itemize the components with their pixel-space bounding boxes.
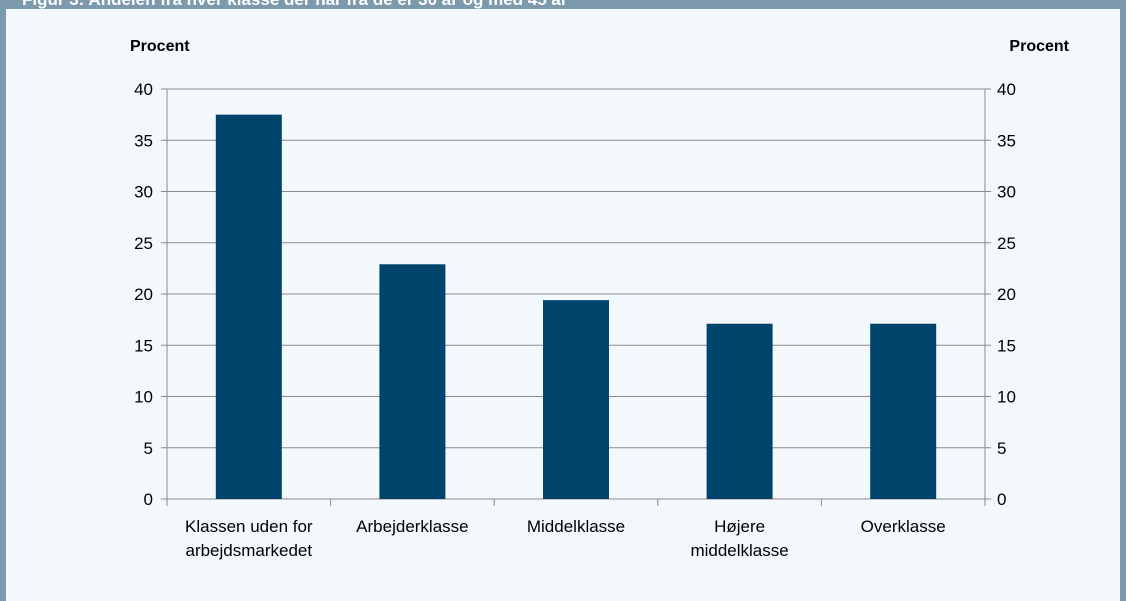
y-tick-label-left: 0 — [144, 490, 153, 509]
bar — [870, 323, 937, 499]
bar — [543, 300, 609, 499]
y-tick-label-right: 25 — [997, 234, 1016, 253]
x-tick-label: Højere middelklasse — [690, 517, 788, 560]
y-tick-label-left: 25 — [134, 234, 153, 253]
bar-chart: 0 0 5 5 10 10 15 15 20 20 25 25 30 30 35 35 40 40 Procent P… — [130, 38, 1070, 560]
y-tick-label-left: 20 — [134, 285, 153, 304]
figure-title: Figur 3: Andelen fra hver klasse der har… — [22, 0, 567, 9]
y-tick-label-right: 10 — [997, 388, 1016, 407]
y-tick-label-left: 40 — [134, 80, 153, 99]
bar — [215, 114, 282, 499]
bar — [706, 323, 773, 499]
y-tick-label-left: 10 — [134, 388, 153, 407]
y-tick-label-left: 30 — [134, 183, 153, 202]
y-tick-label-right: 20 — [997, 285, 1016, 304]
x-tick-label: Klassen uden for arbejdsmarkedet — [185, 517, 313, 560]
y-tick-label-right: 40 — [997, 80, 1016, 99]
y-tick-label-right: 35 — [997, 131, 1016, 150]
x-tick-label: Arbejderklasse — [356, 517, 468, 536]
y-axis-label-left: Procent — [130, 38, 190, 55]
y-tick-label-left: 15 — [134, 336, 153, 355]
y-tick-label-right: 5 — [997, 439, 1006, 458]
y-tick-label-left: 5 — [144, 439, 153, 458]
figure-title-bar: Figur 3: Andelen fra hver klasse der har… — [6, 0, 1126, 9]
bar — [379, 264, 446, 499]
y-tick-label-right: 15 — [997, 336, 1016, 355]
x-tick-label: Middelklasse — [527, 517, 625, 536]
y-tick-label-left: 35 — [134, 131, 153, 150]
y-tick-label-right: 30 — [997, 183, 1016, 202]
y-axis-label-right: Procent — [1009, 38, 1069, 55]
y-tick-label-right: 0 — [997, 490, 1006, 509]
x-tick-label: Overklasse — [861, 517, 946, 536]
